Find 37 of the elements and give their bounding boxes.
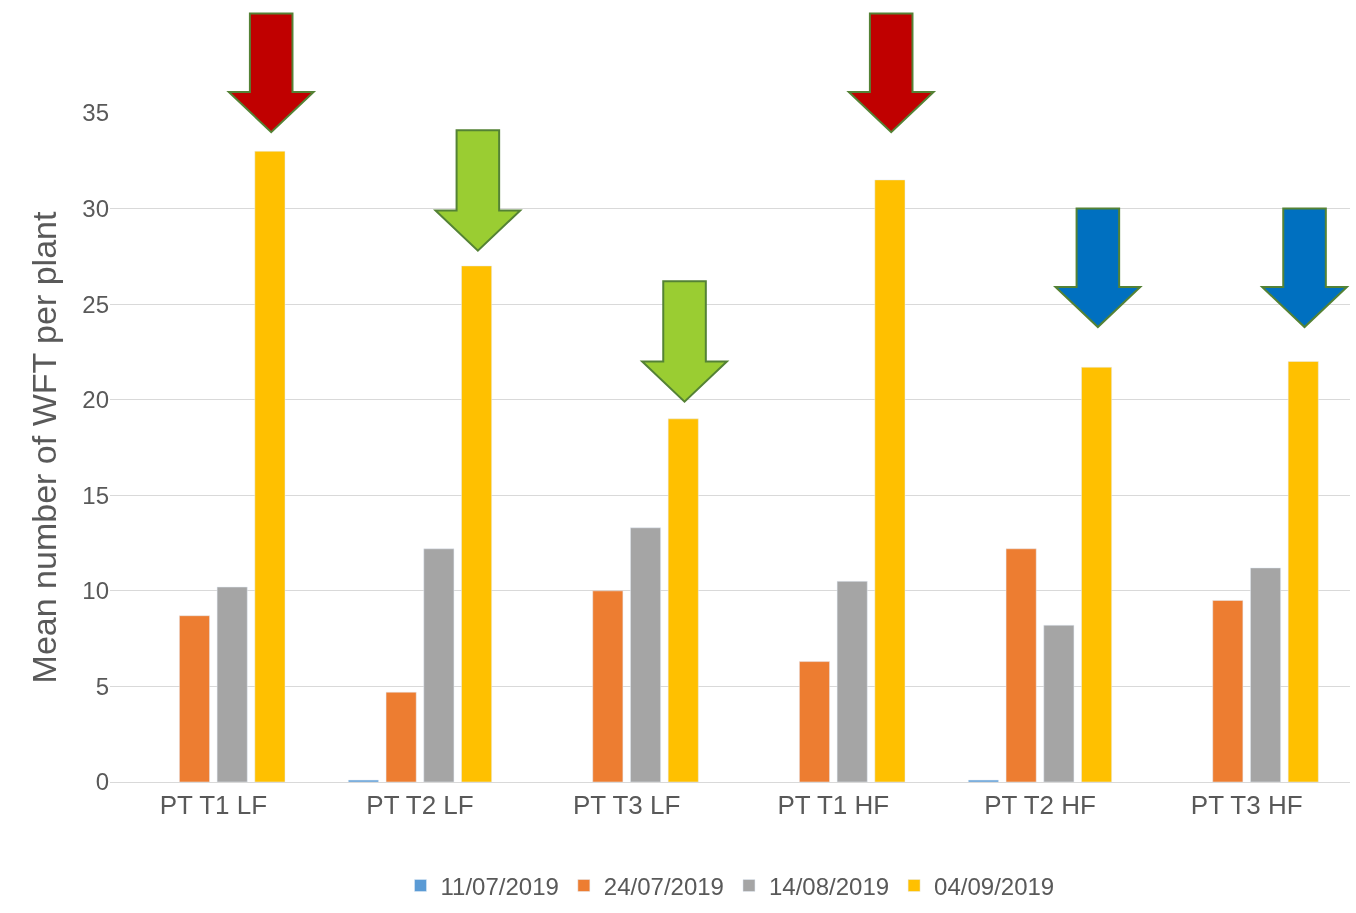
bar xyxy=(667,418,699,782)
bar xyxy=(461,265,492,782)
legend-label: 14/08/2019 xyxy=(768,872,890,900)
bar xyxy=(874,179,906,782)
y-tick-label: 15 xyxy=(82,481,109,509)
bar xyxy=(1043,625,1075,782)
legend-label: 04/09/2019 xyxy=(934,872,1055,900)
bar xyxy=(592,590,624,782)
bar xyxy=(1081,366,1112,782)
y-tick-label: 30 xyxy=(82,194,109,222)
x-tick-label: PT T1 LF xyxy=(159,790,268,821)
y-tick-label: 25 xyxy=(82,290,109,318)
y-tick-label: 20 xyxy=(82,386,109,414)
legend-label: 24/07/2019 xyxy=(603,872,724,900)
y-axis-title: Mean number of WFT per plant xyxy=(24,211,63,684)
legend-label: 11/07/2019 xyxy=(440,872,559,900)
bar xyxy=(1287,361,1319,782)
x-tick-label: PT T1 HF xyxy=(777,790,890,821)
y-tick-label: 0 xyxy=(95,768,109,796)
bar xyxy=(1212,600,1244,782)
bar xyxy=(630,527,661,782)
x-tick-label: PT T3 HF xyxy=(1190,790,1303,821)
bar xyxy=(423,548,455,782)
x-tick-label: PT T2 LF xyxy=(366,790,474,821)
y-tick-label: 35 xyxy=(82,99,109,127)
bar xyxy=(254,150,286,782)
bar xyxy=(216,586,248,782)
y-tick-label: 5 xyxy=(95,672,109,700)
x-tick-label: PT T2 HF xyxy=(984,790,1096,821)
x-tick-label: PT T3 LF xyxy=(572,790,681,821)
bar xyxy=(179,615,210,782)
bar xyxy=(836,581,868,782)
bar xyxy=(385,691,417,782)
bar xyxy=(1005,548,1037,782)
bar xyxy=(1250,567,1281,782)
y-tick-label: 10 xyxy=(82,577,109,605)
bar xyxy=(799,661,830,782)
